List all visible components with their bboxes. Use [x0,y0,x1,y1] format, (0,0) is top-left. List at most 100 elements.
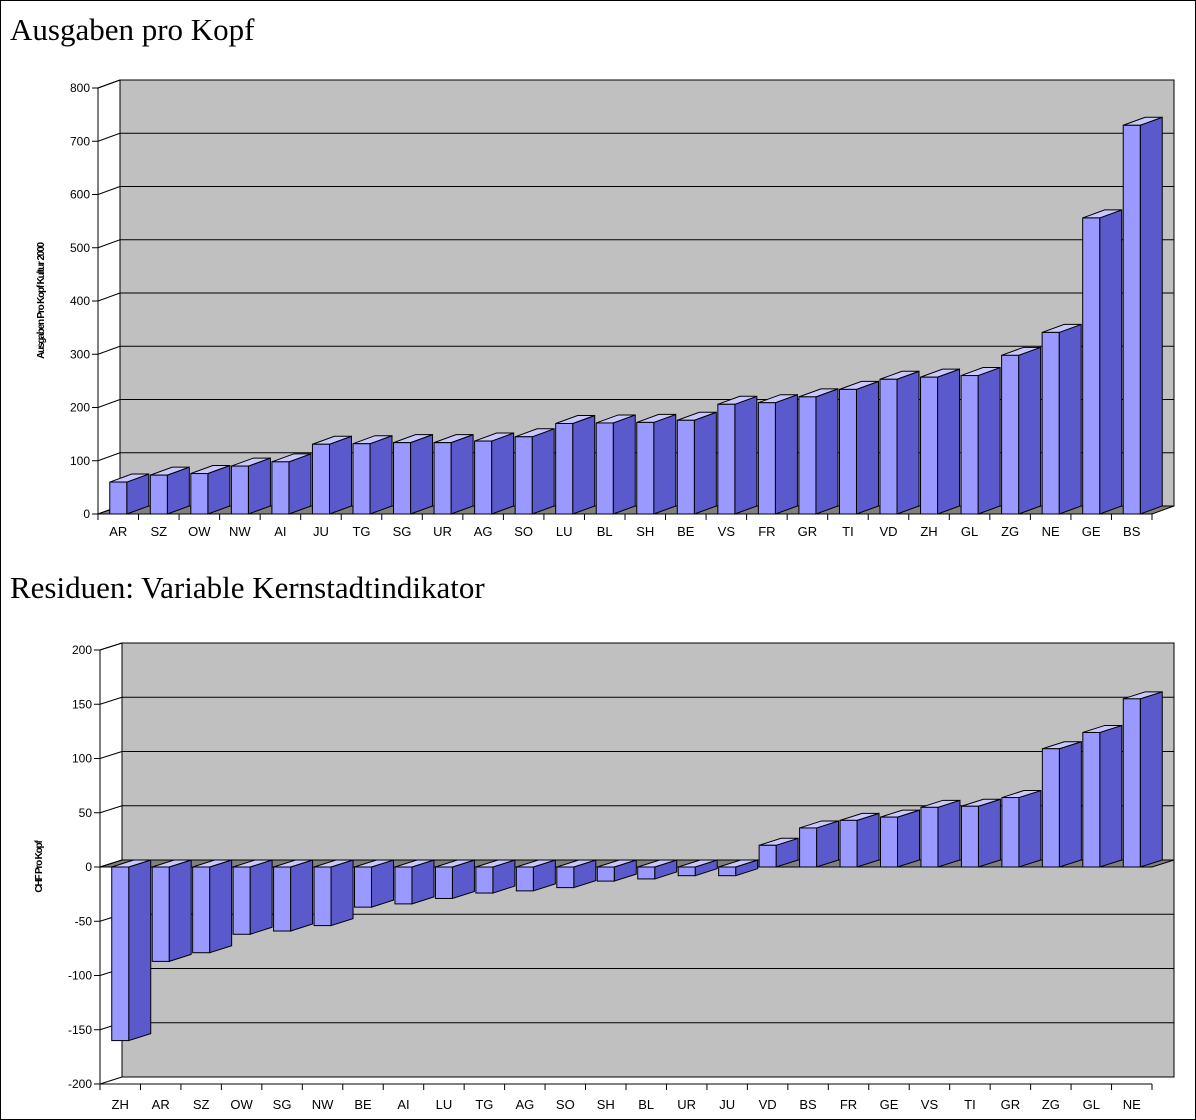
chart-1-bar-front [879,378,898,515]
chart-1-bar-front [433,442,452,515]
chart-1-bar-side [491,432,515,515]
chart-2-bar-front [799,827,818,868]
chart-1-bar-front [838,388,857,515]
chart-2-category-label: GE [880,1097,899,1112]
chart-2-bar-AR [151,859,192,963]
chart-2-bar-BE [354,859,394,908]
chart-2-category-label: SH [597,1097,615,1112]
chart-2-bar-side [816,820,840,868]
chart-2-category-label: VS [921,1097,939,1112]
chart-1-bar-front [960,375,979,515]
chart-1-bar-front [230,465,249,515]
chart-1-category-label: GL [961,524,978,539]
chart-1-bar-front [595,422,614,515]
chart-1-category-label: JU [313,524,329,539]
chart-1-category-label: SZ [150,524,167,539]
chart-2-bar-side [1018,789,1042,868]
chart-2-category-label: BL [638,1097,654,1112]
chart-1-side-gridline [97,345,121,355]
chart-2-bar-front [839,819,858,868]
chart-2-ytick-label: 0 [85,860,92,874]
chart-2-side-gridline [99,696,123,705]
chart-1-bar-front [1041,331,1060,515]
chart-2-bar-side [411,859,435,905]
chart-1-bar-side [815,388,839,515]
chart-1-bar-side [531,428,555,515]
chart-2-bar-VS [920,799,961,868]
chart-2-bar-front [192,866,211,954]
chart-2-bar-ZH [111,859,152,1042]
chart-1-bar-front [555,422,574,515]
chart-2-bar-LU [434,859,475,900]
chart-2-bar-side [249,859,273,935]
chart-1-category-label: GE [1082,524,1101,539]
chart-1-bar-side [896,370,920,515]
chart-1-ytick-label: 500 [70,241,90,255]
chart-2-category-label: ZG [1042,1097,1060,1112]
chart-1-ytick-label: 0 [83,507,90,521]
chart-1-bar-side [937,368,961,515]
chart-2-bar-VD [758,837,799,868]
chart-1-bar-VD [879,370,920,515]
chart-2-ytick-label: -100 [68,969,92,983]
chart-1-bar-front [757,402,776,515]
chart-2-bar-front [151,866,170,962]
chart-2-bar-front [1001,797,1020,868]
chart-1-bar-side [450,433,474,515]
chart-2-bar-AI [394,859,435,905]
chart-2-category-label: OW [230,1097,253,1112]
chart-1-bar-side [1099,209,1123,515]
chart-1-bar-front [636,421,655,515]
chart-2-ytick-label: 150 [72,697,92,711]
chart-1-bar-side [369,434,393,515]
chart-2-category-label: AI [397,1097,409,1112]
chart-1-ausgaben-pro-kopf: 0 100 200 300 400 500 600 700 800 AR SZ OW NW AI JU TG S… [36,79,1175,539]
chart-2-category-label: NW [312,1097,334,1112]
chart-2-bar-ZG [1041,741,1082,868]
chart-1-bar-BL [595,414,636,515]
chart-1-category-label: VS [718,524,736,539]
chart-2-bar-side [370,859,394,908]
chart-2-bar-NW [313,859,354,927]
chart-2-side-gridline [99,1076,123,1085]
chart-1-category-label: VD [879,524,897,539]
chart-1-bar-GR [798,388,839,515]
chart-1-bar-front [352,443,371,515]
chart-1-bar-BS [1122,116,1163,515]
chart-1-ytick-label: 600 [70,188,90,202]
chart-1-ytick-label: 200 [70,401,90,415]
chart-1-category-label: BL [597,524,613,539]
chart-2-bar-TI [960,798,1001,868]
chart-2-bar-GE [880,809,920,868]
chart-2-bar-FR [839,812,880,868]
chart-2-bar-side [1099,724,1123,868]
chart-2-bar-TG [475,859,516,894]
chart-2-bar-front [515,866,534,892]
chart-2-bar-OW [232,859,273,935]
chart-1-category-label: TI [842,524,854,539]
chart-2-category-label: AR [152,1097,170,1112]
chart-1-y-axis-top [97,79,121,89]
chart-2-bar-front [556,866,575,889]
chart-1-bar-front [717,403,736,515]
chart-1-y-axis-label: Ausgaben Pro Kopf Kultur 2000 [36,241,47,358]
chart-1-bar-TI [838,380,879,515]
chart-1-bar-front [514,436,533,515]
chart-2-category-label: GR [1001,1097,1021,1112]
chart-1-bar-side [410,433,434,515]
chart-1-bar-front [676,419,695,515]
chart-1-bar-JU [311,435,352,515]
chart-1-category-label: ZH [920,524,937,539]
chart-1-bar-side [247,457,271,515]
chart-2-bar-BL [637,859,678,880]
chart-2-category-label: JU [719,1097,735,1112]
chart-2-bar-front [880,816,898,868]
chart-1-bar-side [693,411,717,515]
chart-1-bar-SZ [149,466,190,515]
chart-1-category-label: BE [677,524,695,539]
chart-2-bar-front [596,866,615,882]
chart-2-bar-side [977,798,1001,868]
chart-2-bar-front [313,866,332,927]
chart-2-side-gridline [99,859,123,868]
chart-2-bar-front [273,866,292,932]
